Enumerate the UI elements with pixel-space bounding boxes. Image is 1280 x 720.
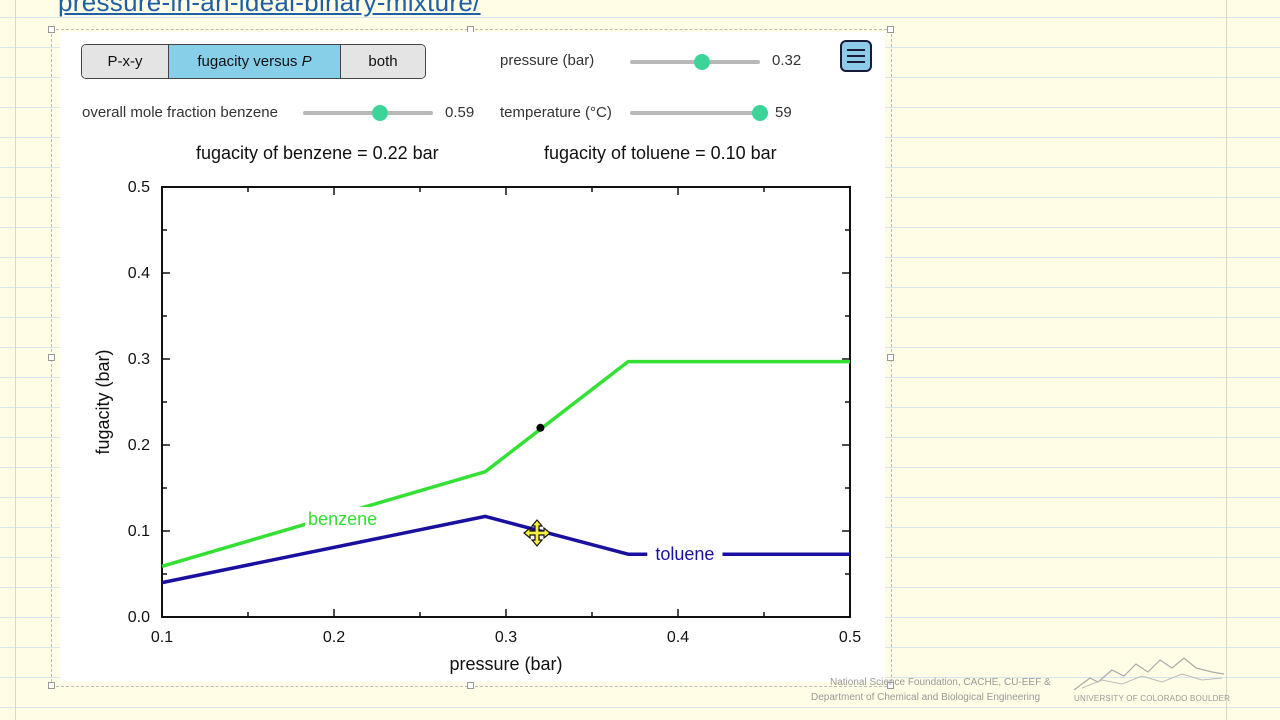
menu-icon — [847, 55, 865, 57]
view-selector: P-x-y fugacity versus P both — [81, 44, 426, 79]
university-logo-text: UNIVERSITY OF COLORADO BOULDER — [1074, 694, 1231, 703]
margin-line — [15, 0, 16, 720]
credit-line-2: Department of Chemical and Biological En… — [811, 692, 1041, 703]
menu-icon — [847, 49, 865, 51]
pressure-label: pressure (bar) — [500, 52, 595, 69]
pressure-value: 0.32 — [772, 52, 802, 69]
mole-fraction-slider[interactable] — [303, 111, 433, 115]
mole-fraction-label: overall mole fraction benzene — [82, 104, 278, 121]
menu-icon — [847, 61, 865, 63]
benzene-fugacity-readout: fugacity of benzene = 0.22 bar — [196, 143, 439, 163]
resize-handle[interactable] — [48, 354, 55, 361]
toluene-fugacity-readout: fugacity of toluene = 0.10 bar — [544, 143, 777, 163]
mole-fraction-slider-thumb[interactable] — [371, 105, 388, 121]
temperature-slider[interactable] — [630, 111, 760, 115]
resize-handle[interactable] — [887, 682, 894, 689]
tab-fugacity-versus-p[interactable]: fugacity versus P — [169, 45, 341, 78]
pressure-slider-thumb[interactable] — [693, 54, 710, 70]
margin-line — [1226, 0, 1227, 720]
simulation-panel — [60, 32, 885, 682]
resize-handle[interactable] — [887, 26, 894, 33]
credit-line-1: National Science Foundation, CACHE, CU-E… — [830, 677, 1051, 688]
menu-button[interactable] — [840, 40, 872, 72]
tab-pxy[interactable]: P-x-y — [82, 45, 169, 78]
mole-fraction-value: 0.59 — [445, 104, 475, 121]
temperature-slider-thumb[interactable] — [752, 105, 768, 121]
temperature-label: temperature (°C) — [500, 104, 612, 121]
resize-handle[interactable] — [467, 682, 474, 689]
resize-handle[interactable] — [48, 682, 55, 689]
tab-fugacity-label: fugacity versus P — [197, 53, 312, 70]
tab-both[interactable]: both — [341, 45, 425, 78]
university-logo — [1073, 657, 1225, 691]
resize-handle[interactable] — [887, 354, 894, 361]
resize-handle[interactable] — [48, 26, 55, 33]
page-url-link[interactable]: pressure-in-an-ideal-binary-mixture/ — [58, 0, 481, 17]
temperature-value: 59 — [775, 104, 792, 121]
